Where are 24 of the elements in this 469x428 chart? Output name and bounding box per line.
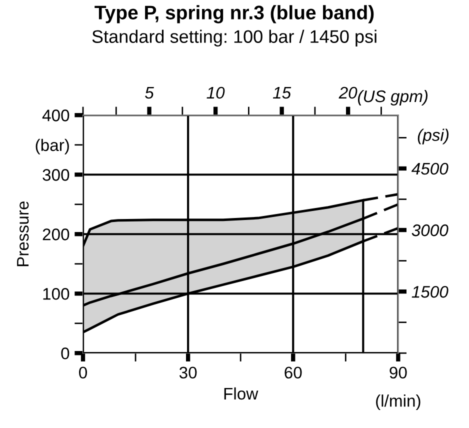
chart-title: Type P, spring nr.3 (blue band) (94, 5, 374, 24)
x2-tick-label: 5 (145, 87, 154, 99)
y-tick-label: 200 (42, 228, 70, 240)
y2-tick-label: 4500 (411, 162, 448, 175)
x-tick-label: 90 (390, 366, 407, 379)
y-tick-label: 0 (61, 348, 70, 360)
y-tick-label: 300 (42, 169, 70, 181)
y-axis-title: Pressure (17, 202, 29, 266)
x2-tick-label: 15 (272, 87, 292, 99)
chart-subtitle: Standard setting: 100 bar / 1450 psi (92, 30, 376, 47)
y2-axis-title: (psi) (418, 128, 449, 144)
x2-axis-title: (US gpm) (358, 90, 428, 106)
x-tick-label: 0 (79, 366, 87, 379)
x-tick-label: 60 (284, 366, 302, 379)
x2-tick-label: 10 (206, 86, 225, 99)
y2-tick-label: 1500 (412, 286, 448, 298)
x-tick-label: 30 (179, 366, 197, 379)
x2-tick-label: 20 (338, 86, 358, 99)
y-tick-label: 100 (43, 288, 70, 300)
y2-tick-label: 3000 (412, 224, 448, 236)
y-tick-label: 400 (42, 110, 70, 122)
y-tick-label: (bar) (36, 138, 69, 154)
text: (l/min) (376, 394, 420, 410)
x-axis-title: Flow (224, 387, 258, 400)
